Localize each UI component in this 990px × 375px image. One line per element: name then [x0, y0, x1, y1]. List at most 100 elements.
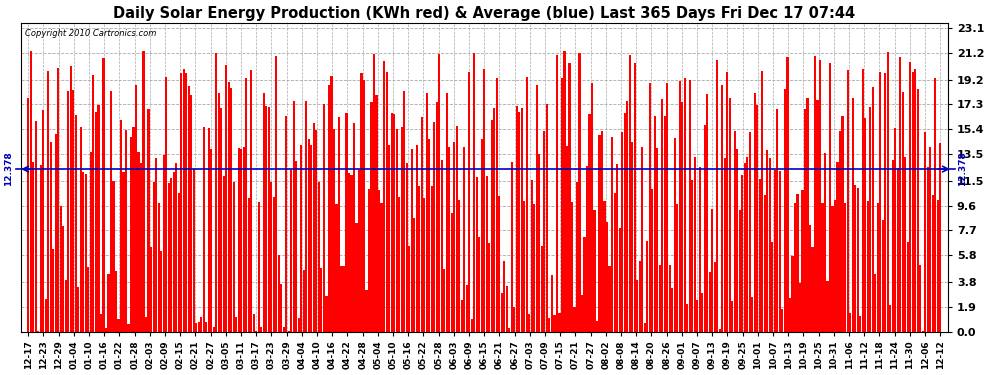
Bar: [829, 63, 831, 332]
Bar: [105, 328, 107, 332]
Bar: [225, 65, 228, 332]
Bar: [653, 116, 655, 332]
Bar: [243, 147, 245, 332]
Bar: [636, 280, 639, 332]
Bar: [455, 126, 457, 332]
Bar: [87, 267, 89, 332]
Bar: [781, 309, 783, 332]
Bar: [861, 69, 863, 332]
Bar: [310, 145, 313, 332]
Bar: [496, 78, 498, 332]
Bar: [531, 180, 533, 332]
Bar: [871, 87, 874, 332]
Bar: [866, 201, 868, 332]
Bar: [62, 226, 64, 332]
Bar: [501, 293, 503, 332]
Bar: [483, 69, 485, 332]
Bar: [545, 104, 548, 332]
Bar: [182, 69, 185, 332]
Bar: [338, 117, 340, 332]
Bar: [822, 202, 824, 332]
Bar: [651, 189, 653, 332]
Bar: [753, 93, 756, 332]
Bar: [681, 102, 683, 332]
Bar: [213, 327, 215, 332]
Bar: [621, 132, 623, 332]
Bar: [403, 91, 405, 332]
Bar: [839, 130, 842, 332]
Bar: [59, 206, 62, 332]
Bar: [428, 140, 431, 332]
Bar: [609, 266, 611, 332]
Bar: [316, 130, 318, 332]
Bar: [616, 164, 618, 332]
Bar: [887, 53, 889, 332]
Bar: [699, 167, 701, 332]
Bar: [842, 116, 843, 332]
Bar: [591, 84, 593, 332]
Bar: [388, 145, 390, 332]
Bar: [506, 286, 508, 332]
Bar: [401, 127, 403, 332]
Bar: [794, 203, 796, 332]
Bar: [631, 141, 634, 332]
Bar: [588, 114, 591, 332]
Bar: [421, 117, 423, 332]
Bar: [864, 118, 866, 332]
Bar: [606, 222, 608, 332]
Bar: [100, 314, 102, 332]
Bar: [250, 70, 252, 332]
Bar: [423, 198, 426, 332]
Bar: [907, 242, 909, 332]
Bar: [516, 106, 518, 332]
Bar: [80, 127, 82, 332]
Bar: [534, 204, 536, 332]
Bar: [799, 283, 801, 332]
Bar: [130, 137, 132, 332]
Title: Daily Solar Energy Production (KWh red) & Average (blue) Last 365 Days Fri Dec 1: Daily Solar Energy Production (KWh red) …: [113, 6, 855, 21]
Bar: [54, 134, 56, 332]
Bar: [846, 70, 848, 332]
Bar: [172, 172, 174, 332]
Bar: [927, 166, 929, 332]
Bar: [541, 246, 543, 332]
Bar: [555, 56, 558, 332]
Bar: [732, 300, 734, 332]
Bar: [691, 180, 693, 332]
Bar: [190, 95, 192, 332]
Bar: [486, 176, 488, 332]
Bar: [283, 327, 285, 332]
Bar: [128, 324, 130, 332]
Bar: [233, 182, 235, 332]
Bar: [35, 120, 37, 332]
Bar: [167, 183, 169, 332]
Bar: [113, 181, 115, 332]
Bar: [714, 262, 716, 332]
Bar: [398, 196, 400, 332]
Bar: [75, 115, 77, 332]
Bar: [576, 182, 578, 332]
Bar: [418, 186, 420, 332]
Bar: [491, 120, 493, 332]
Bar: [385, 72, 388, 332]
Bar: [223, 176, 225, 332]
Bar: [290, 170, 292, 332]
Bar: [118, 318, 120, 332]
Bar: [246, 78, 248, 332]
Bar: [43, 110, 45, 332]
Bar: [92, 75, 94, 332]
Bar: [148, 110, 149, 332]
Bar: [791, 256, 794, 332]
Bar: [238, 148, 240, 332]
Bar: [786, 57, 788, 332]
Bar: [220, 108, 223, 332]
Bar: [844, 203, 846, 332]
Bar: [140, 164, 143, 332]
Bar: [336, 204, 338, 332]
Bar: [524, 201, 526, 332]
Bar: [578, 53, 580, 332]
Bar: [143, 51, 145, 332]
Bar: [150, 247, 152, 332]
Bar: [28, 98, 30, 332]
Bar: [30, 51, 32, 332]
